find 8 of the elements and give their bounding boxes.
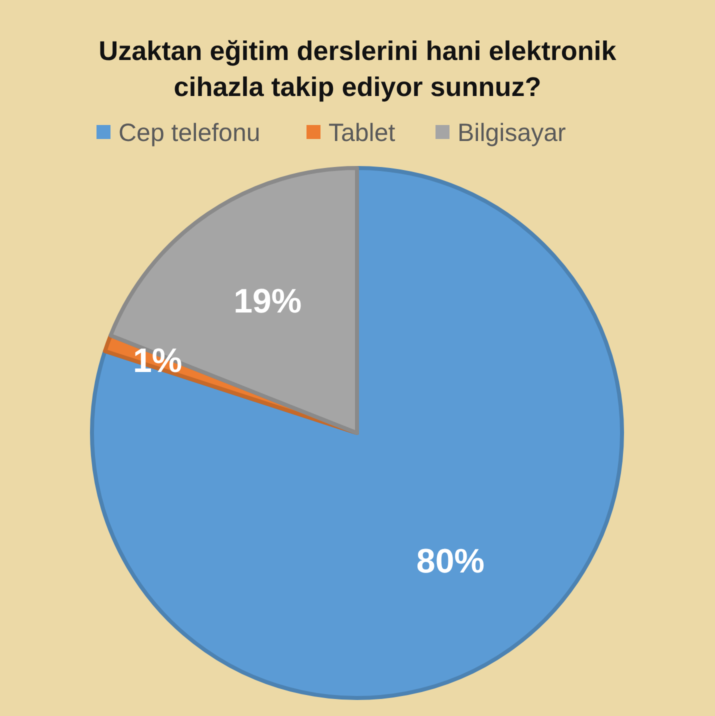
legend-label: Tablet [328,119,396,147]
pie-slice [90,166,624,700]
chart-title: Uzaktan eğitim derslerini hani elektronik cihazla takip ediyor sunnuz? [98,36,618,102]
pie-slice [108,166,359,435]
legend-label: Bilgisayar [458,119,566,147]
data-label: 80% [416,542,484,581]
data-label: 19% [234,282,302,320]
legend-label: Cep telefonu [118,119,260,147]
